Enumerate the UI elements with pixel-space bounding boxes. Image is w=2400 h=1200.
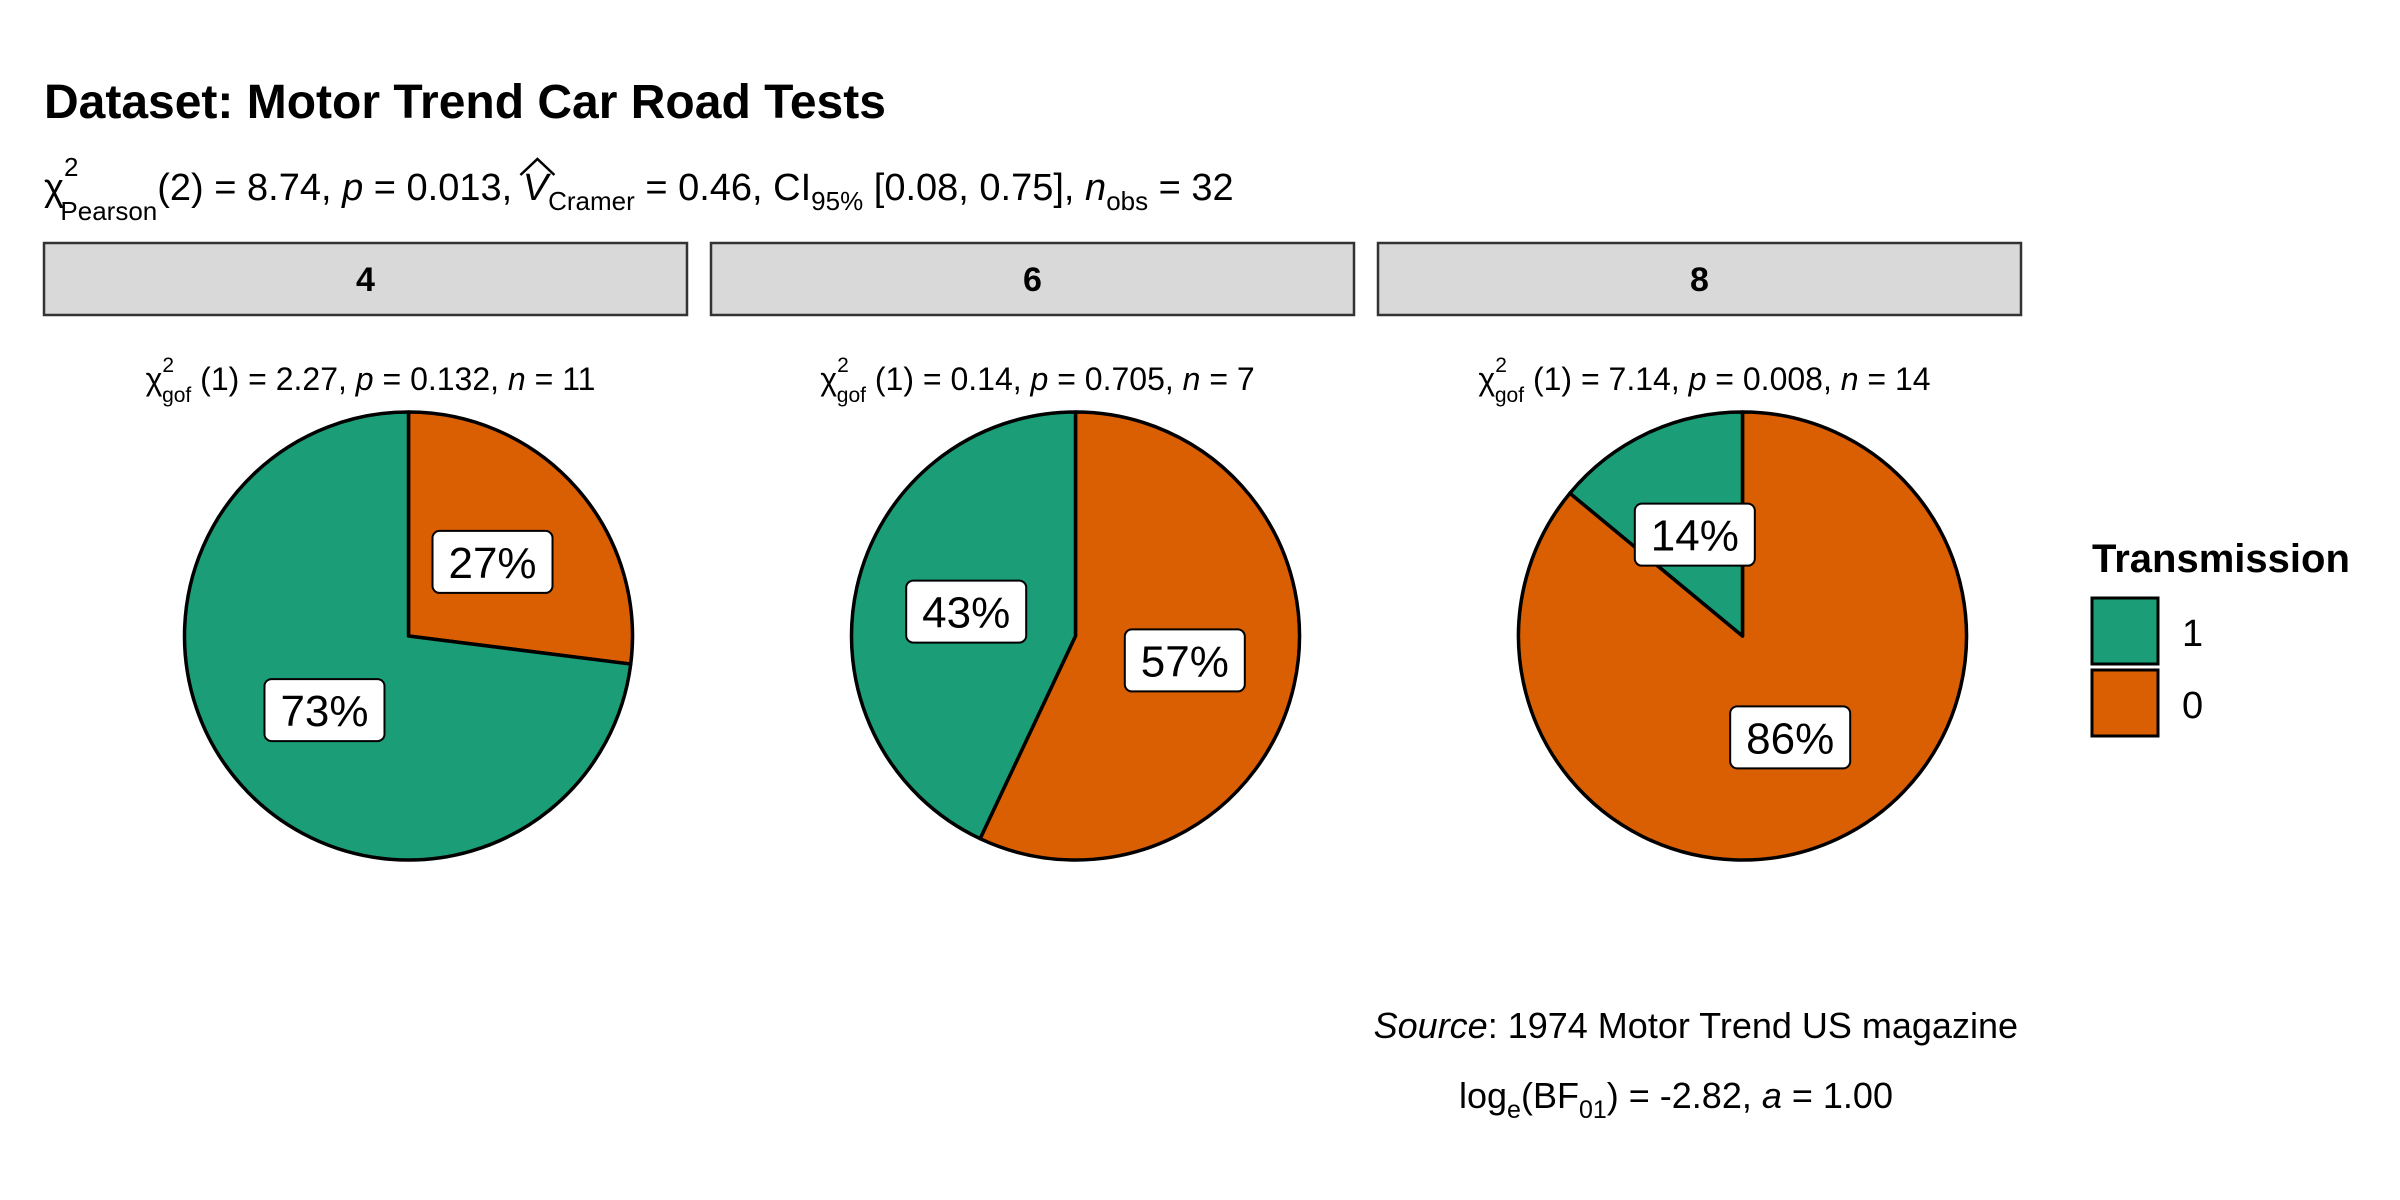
pie-label-text: 14% [1651,512,1739,561]
facet-cyl-6: 6 χ2 gof (1) = 0.14, p = 0.705, n = 7 57% 43… [709,241,1356,862]
v-hat-accent [519,157,556,176]
facet-cyl-4: 4 χ2 gof (1) = 2.27, p = 0.132, n = 11 27% 7… [42,241,689,862]
legend-label-1: 1 [2182,613,2203,655]
pie-label-1: 43% [905,579,1028,644]
legend: Transmission 1 0 [2090,537,2350,738]
caption-source: Source: 1974 Motor Trend US magazine [1374,1005,2018,1046]
pie-label-0: 57% [1123,628,1246,693]
legend-key-1 [2090,596,2160,666]
pie-label-box [905,579,1028,644]
facet-strip [709,241,1356,317]
pie-label-box [1633,502,1756,567]
facet-strip-label: 8 [1690,261,1709,299]
facet-strip [1376,241,2023,317]
pie-label-box [263,678,386,743]
legend-title: Transmission [2092,537,2350,581]
pie-slice-1 [182,410,633,862]
facet-strip [42,241,689,317]
facet-subtitle: χ2 gof (1) = 2.27, p = 0.132, n = 11 [146,354,596,407]
pie-label-0: 27% [431,529,554,594]
facet-strip-label: 4 [356,261,375,299]
facet-cyl-8: 8 χ2 gof (1) = 7.14, p = 0.008, n = 14 86% 1… [1376,241,2023,862]
pie-label-1: 73% [263,678,386,743]
facet-subtitle: χ2 gof (1) = 7.14, p = 0.008, n = 14 [1478,354,1930,407]
pie-label-text: 43% [922,589,1010,638]
facet-subtitle: χ2 gof (1) = 0.14, p = 0.705, n = 7 [820,354,1254,407]
pie-label-text: 73% [280,687,368,736]
pie-label-text: 57% [1141,637,1229,686]
facet-strip-label: 6 [1023,261,1042,299]
legend-key-0 [2090,668,2160,738]
pie-label-0: 86% [1729,705,1852,770]
pie-label-box [1729,705,1852,770]
pie-label-text: 86% [1746,714,1834,763]
pie-label-box [1123,628,1246,693]
caption-bayes-factor: loge(BF01) = -2.82, a = 1.00 [1459,1075,1893,1124]
legend-label-0: 0 [2182,685,2203,727]
pie-label-box [431,529,554,594]
pie-label-text: 27% [448,539,536,588]
chart-title: Dataset: Motor Trend Car Road Tests [44,76,886,129]
pie-label-1: 14% [1633,502,1756,567]
chart-subtitle: χ2 Pearson(2) = 8.74, p = 0.013, VCramer … [44,152,1234,226]
